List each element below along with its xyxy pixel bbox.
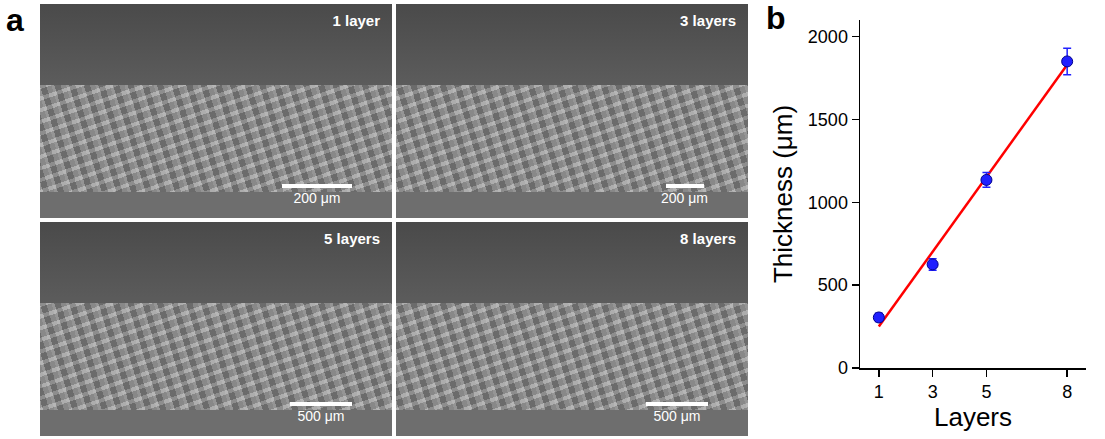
html-text:5 layers: 5 layers: [324, 230, 380, 247]
svg-text:500: 500: [818, 275, 848, 295]
svg-text:Layers: Layers: [934, 402, 1012, 432]
svg-text:0: 0: [838, 358, 848, 378]
svg-text:1000: 1000: [808, 193, 848, 213]
svg-text:3: 3: [928, 382, 938, 402]
html-text:3 layers: 3 layers: [680, 12, 736, 29]
svg-text:1: 1: [874, 382, 884, 402]
html-text:a: a: [6, 2, 24, 38]
svg-text:8: 8: [1062, 382, 1072, 402]
svg-text:5: 5: [981, 382, 991, 402]
svg-text:Thickness (μm): Thickness (μm): [768, 105, 798, 283]
html-text:200 μm: 200 μm: [661, 190, 708, 206]
html-text:200 μm: 200 μm: [293, 190, 341, 206]
html-text:b: b: [766, 0, 786, 36]
html-text:1 layer: 1 layer: [332, 12, 380, 29]
svg-text:1500: 1500: [808, 110, 848, 130]
html-text:500 μm: 500 μm: [653, 408, 701, 424]
svg-text:2000: 2000: [808, 27, 848, 47]
html-text:8 layers: 8 layers: [680, 230, 736, 247]
html-text:500 μm: 500 μm: [297, 408, 345, 424]
